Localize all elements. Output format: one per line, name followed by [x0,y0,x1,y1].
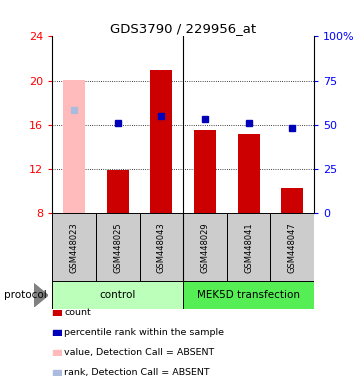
Bar [270,213,314,282]
Bar [183,213,227,282]
Text: GSM448041: GSM448041 [244,222,253,273]
Text: protocol: protocol [4,290,46,300]
Bar [183,281,314,309]
Bar [140,213,183,282]
Text: count: count [64,308,91,318]
Text: GSM448023: GSM448023 [70,222,79,273]
Polygon shape [34,283,48,307]
Text: MEK5D transfection: MEK5D transfection [197,290,300,300]
Title: GDS3790 / 229956_at: GDS3790 / 229956_at [110,22,256,35]
Text: percentile rank within the sample: percentile rank within the sample [64,328,224,338]
Bar [151,70,172,213]
Text: GSM448043: GSM448043 [157,222,166,273]
Text: GSM448047: GSM448047 [288,222,297,273]
Text: GSM448029: GSM448029 [200,222,209,273]
Bar [238,134,260,213]
Text: GSM448025: GSM448025 [113,222,122,273]
Bar [52,281,183,309]
Bar [63,79,85,213]
Bar [194,130,216,213]
Text: control: control [100,290,136,300]
Text: value, Detection Call = ABSENT: value, Detection Call = ABSENT [64,348,214,358]
Bar [52,213,96,282]
Bar [281,188,303,213]
Bar [107,170,129,213]
Text: rank, Detection Call = ABSENT: rank, Detection Call = ABSENT [64,368,210,377]
Bar [227,213,270,282]
Bar [96,213,140,282]
